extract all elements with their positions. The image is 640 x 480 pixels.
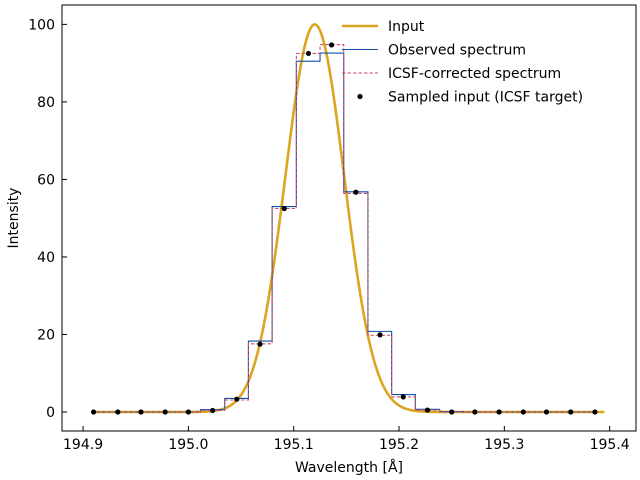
data-point — [138, 409, 144, 415]
legend: Input Observed spectrum ICSF-corrected spe… — [342, 19, 583, 106]
data-point — [353, 189, 359, 195]
data-point — [305, 50, 312, 57]
data-point — [496, 409, 502, 415]
data-point — [91, 409, 97, 415]
data-point — [400, 394, 406, 400]
data-point — [329, 42, 335, 48]
y-tick-label: 80 — [37, 95, 55, 111]
data-point — [568, 409, 574, 415]
x-tick-label: 195.1 — [274, 437, 314, 453]
data-point — [377, 332, 383, 338]
legend-label: Sampled input (ICSF target) — [388, 90, 583, 106]
series-layer — [91, 23, 605, 415]
data-point — [210, 407, 216, 414]
data-point — [257, 341, 263, 347]
data-point — [185, 409, 191, 415]
data-point — [234, 396, 240, 402]
ticks-layer: 194.9 195.0 195.1 195.2 195.3 195.4 0 20 40 60 80 1… — [28, 17, 630, 453]
x-tick-label: 194.9 — [63, 437, 103, 453]
data-point — [592, 409, 598, 415]
data-point — [115, 409, 121, 415]
y-tick-label: 0 — [46, 405, 55, 421]
legend-label: Input — [388, 19, 425, 35]
legend-label: ICSF-corrected spectrum — [388, 66, 561, 82]
x-tick-label: 195.0 — [168, 437, 208, 453]
data-point — [520, 409, 526, 415]
x-tick-label: 195.2 — [379, 437, 419, 453]
y-tick-label: 60 — [37, 172, 55, 188]
data-point — [543, 409, 550, 415]
data-point — [281, 205, 287, 212]
data-point — [449, 409, 455, 415]
x-tick-label: 195.4 — [590, 437, 630, 453]
y-tick-label: 40 — [37, 250, 55, 266]
y-tick-label: 20 — [37, 327, 55, 343]
data-point — [472, 409, 478, 415]
data-point — [424, 407, 431, 413]
y-tick-label: 100 — [28, 17, 55, 33]
data-point — [162, 409, 168, 415]
x-tick-label: 195.3 — [484, 437, 524, 453]
y-axis-title: Intensity — [6, 188, 22, 249]
legend-swatch-point — [357, 93, 363, 100]
axes-frame — [61, 4, 637, 432]
x-axis-title: Wavelength [Å] — [295, 459, 403, 476]
legend-label: Observed spectrum — [388, 43, 526, 59]
